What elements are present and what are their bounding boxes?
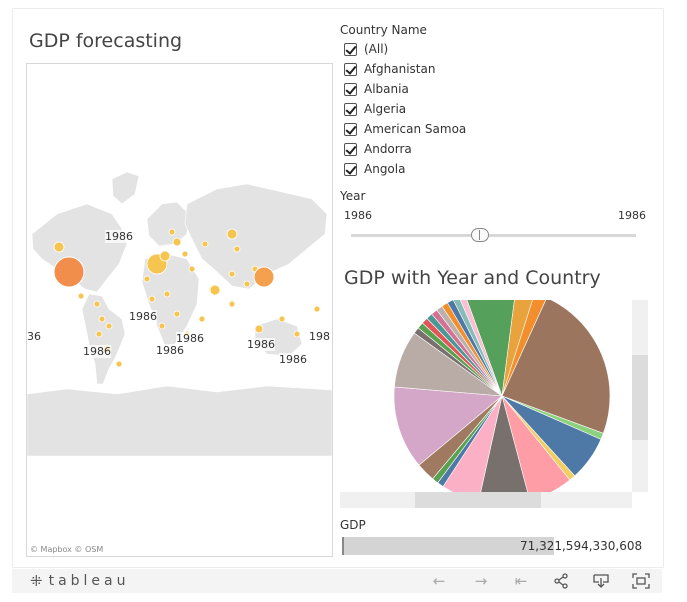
checkbox-checked[interactable] <box>344 142 357 156</box>
land-europe <box>146 201 190 247</box>
point-label: 36 <box>27 330 41 343</box>
checkbox-checked[interactable] <box>344 82 357 96</box>
year-slider-track[interactable] <box>351 234 636 237</box>
point-label: 198 <box>309 330 330 343</box>
tableau-plus-icon: ⁜ <box>30 572 43 590</box>
pie-slice[interactable] <box>447 300 503 397</box>
pie-chart-area[interactable] <box>340 300 632 492</box>
country-option-all[interactable]: (All) <box>344 40 388 58</box>
point-label: 1986 <box>176 332 204 345</box>
gdp-legend-bar <box>342 537 554 555</box>
country-option-andorra[interactable]: Andorra <box>344 140 412 158</box>
pie-slice[interactable] <box>501 300 611 434</box>
gdp-point-large-usa <box>53 256 85 288</box>
country-option-label: Angola <box>364 162 406 176</box>
point-label: 1986 <box>247 338 275 351</box>
checkbox-checked[interactable] <box>344 122 357 136</box>
download-icon[interactable] <box>590 570 612 592</box>
gdp-legend-title: GDP <box>340 518 366 532</box>
land-antarctica <box>27 385 332 457</box>
map-title: GDP forecasting <box>29 30 183 52</box>
country-option-label: Andorra <box>364 142 412 156</box>
gdp-point-large-japan <box>253 266 275 288</box>
checkbox-checked[interactable] <box>344 162 357 176</box>
revert-icon[interactable]: ⇤ <box>514 572 528 590</box>
gdp-map[interactable]: 1986 1986 1986 1986 1986 1986 1986 36 19… <box>26 63 333 557</box>
year-max-value: 1986 <box>618 209 646 222</box>
fullscreen-icon[interactable] <box>630 570 652 592</box>
world-map-svg <box>27 171 332 457</box>
checkbox-checked[interactable] <box>344 62 357 76</box>
country-option-label: (All) <box>364 42 389 56</box>
vertical-scroll-thumb[interactable] <box>632 355 648 440</box>
point-label: 1986 <box>105 230 133 243</box>
tableau-toolbar: ⁜ tableau ← → ⇤ <box>12 569 662 593</box>
checkbox-checked[interactable] <box>344 42 357 56</box>
pie-slice[interactable] <box>479 395 530 492</box>
land-greenland <box>111 171 140 205</box>
horizontal-scrollbar[interactable] <box>340 492 632 508</box>
country-option-label: Afghanistan <box>364 62 436 76</box>
year-filter-title: Year <box>340 189 366 203</box>
country-option-label: American Samoa <box>364 122 467 136</box>
country-option-angola[interactable]: Angola <box>344 160 405 178</box>
land-south-america <box>81 293 126 385</box>
country-option-label: Algeria <box>364 102 407 116</box>
country-option-albania[interactable]: Albania <box>344 80 409 98</box>
country-option-afghanistan[interactable]: Afghanistan <box>344 60 435 78</box>
undo-icon[interactable]: ← <box>432 572 446 590</box>
redo-icon[interactable]: → <box>474 572 488 590</box>
pie-slice[interactable] <box>501 395 571 492</box>
land-asia <box>184 183 328 290</box>
country-option-label: Albania <box>364 82 409 96</box>
land-north-america <box>31 203 128 293</box>
pie-title: GDP with Year and Country <box>344 267 601 289</box>
gdp-legend-value: 71,321,594,330,608 <box>520 539 643 553</box>
country-option-algeria[interactable]: Algeria <box>344 100 406 118</box>
year-slider-thumb[interactable] <box>471 228 489 242</box>
horizontal-scroll-thumb[interactable] <box>415 492 541 508</box>
pie-chart-svg[interactable] <box>340 300 632 492</box>
checkbox-checked[interactable] <box>344 102 357 116</box>
pie-slice[interactable] <box>465 300 516 397</box>
point-label: 1986 <box>156 344 184 357</box>
country-filter-title: Country Name <box>340 23 427 37</box>
share-icon[interactable] <box>550 570 572 592</box>
map-attribution[interactable]: © Mapbox © OSM <box>30 545 104 554</box>
vertical-scrollbar[interactable] <box>632 300 648 492</box>
tableau-logo-text: tableau <box>48 573 130 589</box>
year-min-value: 1986 <box>344 209 372 222</box>
point-label: 1986 <box>129 310 157 323</box>
point-label: 1986 <box>279 353 307 366</box>
tableau-logo[interactable]: ⁜ tableau <box>30 572 130 590</box>
pie-slice[interactable] <box>393 386 503 466</box>
point-label: 1986 <box>83 345 111 358</box>
country-option-american-samoa[interactable]: American Samoa <box>344 120 466 138</box>
